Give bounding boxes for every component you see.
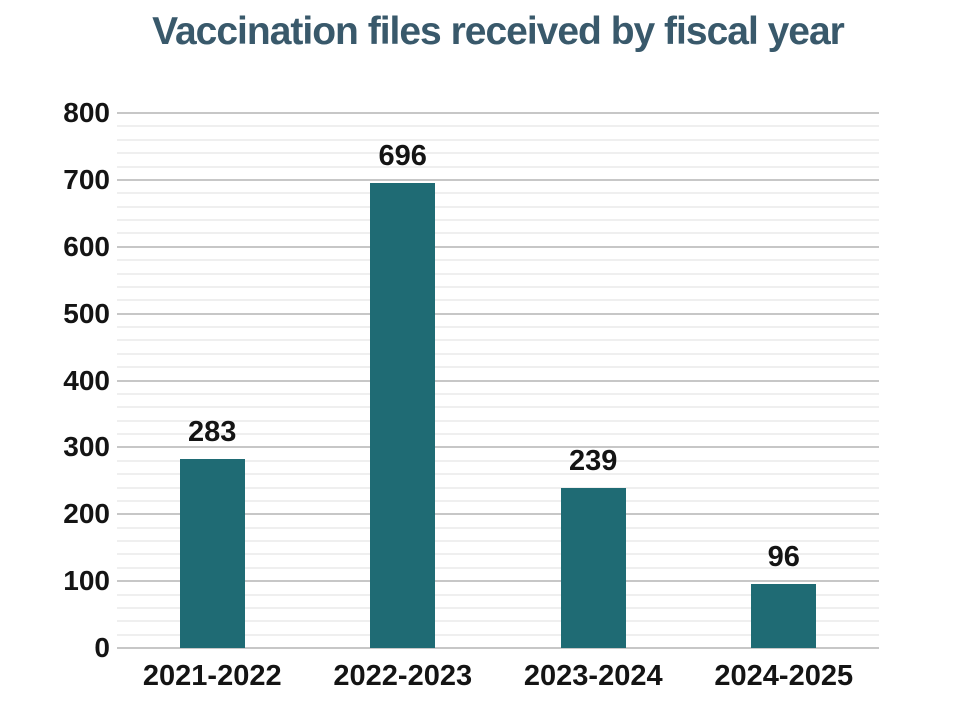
gridline-minor [117, 392, 879, 395]
gridline-minor [117, 272, 879, 275]
x-tick-label: 2023-2024 [523, 660, 663, 692]
y-tick-label: 700 [63, 163, 110, 195]
gridline-minor [117, 553, 879, 556]
gridline-major [117, 245, 879, 248]
gridline-minor [117, 540, 879, 542]
gridline-major [117, 513, 879, 516]
gridline-minor [117, 526, 879, 529]
gridline-major [117, 312, 879, 315]
gridline-minor [117, 125, 879, 128]
x-tick-label: 2022-2023 [333, 660, 473, 692]
gridline-minor [117, 339, 879, 342]
gridline-minor [117, 326, 879, 328]
bar-value-label: 283 [188, 415, 237, 448]
y-tick-label: 100 [63, 565, 110, 597]
gridline-major [117, 379, 879, 382]
gridline-minor [117, 299, 879, 302]
bar-value-label: 96 [767, 540, 800, 573]
gridline-minor [117, 566, 879, 569]
y-tick-label: 200 [63, 498, 110, 530]
bar-value-label: 696 [378, 139, 427, 172]
gridline-minor [117, 633, 879, 636]
chart-title: Vaccination files received by fiscal yea… [152, 10, 845, 53]
bar-value-label: 239 [569, 445, 618, 478]
y-tick-label: 500 [63, 297, 110, 329]
y-tick-label: 600 [63, 230, 110, 262]
gridline-minor [117, 152, 879, 155]
gridline-minor [117, 486, 879, 489]
gridline-major [117, 580, 879, 583]
gridline-minor [117, 192, 879, 195]
gridline-minor [117, 433, 879, 435]
gridline-minor [117, 366, 879, 369]
gridline-minor [117, 406, 879, 409]
gridline-minor [117, 499, 879, 502]
y-tick-label: 800 [63, 97, 110, 128]
y-tick-label: 0 [94, 632, 110, 663]
gridline-major [117, 112, 879, 114]
gridline-minor [117, 620, 879, 623]
gridline-minor [117, 232, 879, 235]
y-tick-label: 400 [63, 364, 110, 396]
gridline-major [117, 446, 879, 449]
gridline-minor [117, 138, 879, 141]
gridline-minor [117, 165, 879, 168]
gridline-major [117, 647, 879, 649]
y-tick-label: 300 [63, 431, 110, 463]
x-axis: 2021-2022 2022-2023 2023-2024 2024-2025 [117, 660, 879, 700]
x-tick-label: 2021-2022 [142, 660, 282, 692]
gridline-minor [117, 459, 879, 462]
y-axis: 0 100 200 300 400 500 600 700 800 [0, 97, 110, 663]
gridline-minor [117, 593, 879, 596]
plot-area: 283 696 239 96 [117, 112, 879, 649]
gridline-major [117, 178, 879, 181]
gridline-minor [117, 352, 879, 355]
gridline-minor [117, 606, 879, 609]
gridline-minor [117, 473, 879, 476]
bar [370, 182, 436, 648]
gridline-minor [117, 285, 879, 288]
x-tick-label: 2024-2025 [714, 660, 854, 692]
bar [179, 458, 245, 648]
gridline-minor [117, 205, 879, 208]
gridline-minor [117, 259, 879, 262]
bar [560, 488, 626, 648]
bar [751, 583, 817, 648]
gridline-minor [117, 419, 879, 422]
gridline-minor [117, 219, 879, 221]
